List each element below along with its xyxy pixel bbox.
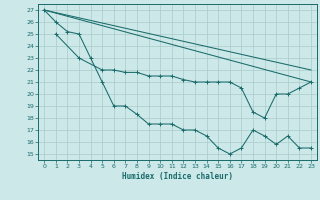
X-axis label: Humidex (Indice chaleur): Humidex (Indice chaleur) [122,172,233,181]
